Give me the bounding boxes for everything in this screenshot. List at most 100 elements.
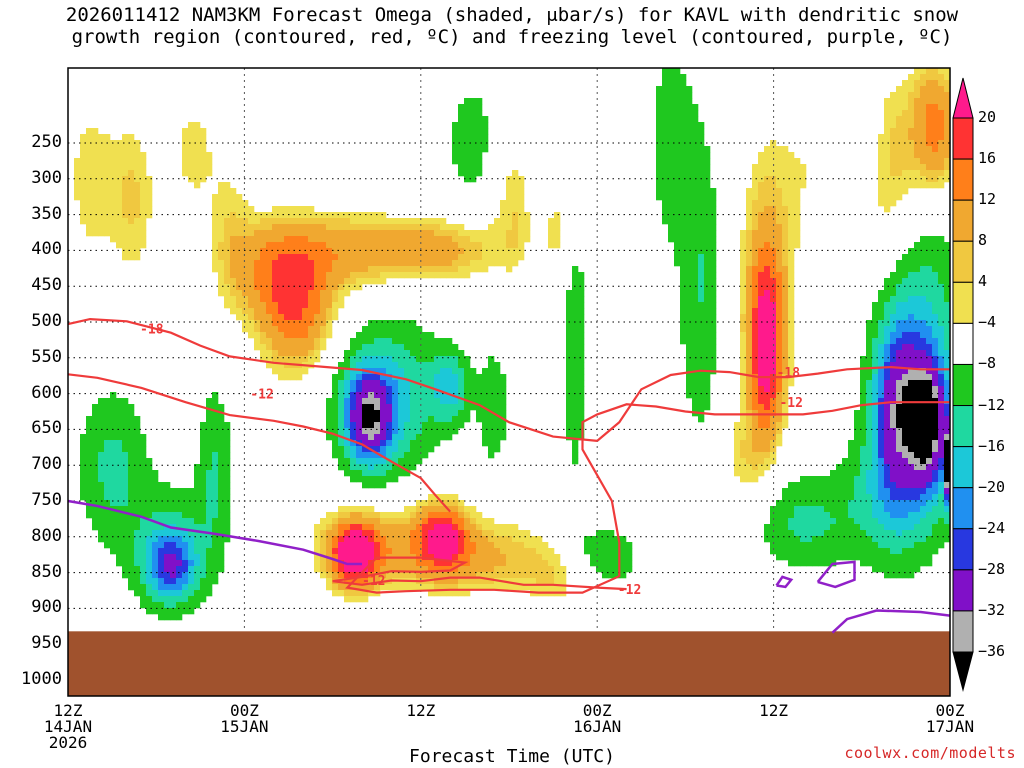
omega-cell xyxy=(782,290,789,297)
omega-cell xyxy=(542,542,549,549)
omega-cell xyxy=(368,332,375,339)
omega-cell xyxy=(836,494,843,501)
omega-cell xyxy=(332,374,339,381)
omega-cell xyxy=(752,242,759,249)
omega-cell xyxy=(296,248,303,255)
omega-cell xyxy=(884,356,891,363)
omega-cell xyxy=(80,212,87,219)
omega-cell xyxy=(350,266,357,273)
omega-cell xyxy=(938,434,945,441)
omega-cell xyxy=(110,470,117,477)
omega-cell xyxy=(692,146,699,153)
omega-cell xyxy=(782,518,789,525)
omega-cell xyxy=(170,584,177,591)
omega-cell xyxy=(476,386,483,393)
omega-cell xyxy=(704,278,711,285)
omega-cell xyxy=(710,218,717,225)
omega-cell xyxy=(764,440,771,447)
omega-cell xyxy=(518,554,525,561)
omega-cell xyxy=(758,404,765,411)
omega-cell xyxy=(782,176,789,183)
omega-cell xyxy=(878,152,885,159)
omega-cell xyxy=(812,518,819,525)
omega-cell xyxy=(404,386,411,393)
omega-cell xyxy=(482,440,489,447)
omega-cell xyxy=(362,392,369,399)
omega-cell xyxy=(926,512,933,519)
omega-cell xyxy=(476,404,483,411)
omega-cell xyxy=(578,392,585,399)
omega-cell xyxy=(572,374,579,381)
omega-cell xyxy=(806,524,813,531)
omega-cell xyxy=(890,152,897,159)
omega-cell xyxy=(326,410,333,417)
omega-cell xyxy=(734,458,741,465)
omega-cell xyxy=(896,290,903,297)
omega-cell xyxy=(206,410,213,417)
omega-cell xyxy=(446,260,453,267)
omega-cell xyxy=(764,458,771,465)
omega-cell xyxy=(764,386,771,393)
omega-cell xyxy=(800,182,807,189)
omega-cell xyxy=(272,260,279,267)
omega-cell xyxy=(482,428,489,435)
omega-cell xyxy=(662,92,669,99)
omega-cell xyxy=(872,434,879,441)
omega-cell xyxy=(476,248,483,255)
omega-cell xyxy=(254,302,261,309)
omega-cell xyxy=(362,212,369,219)
omega-cell xyxy=(230,296,237,303)
omega-cell xyxy=(98,536,105,543)
omega-cell xyxy=(116,530,123,537)
omega-cell xyxy=(98,500,105,507)
omega-cell xyxy=(362,362,369,369)
omega-cell xyxy=(506,236,513,243)
omega-cell xyxy=(494,440,501,447)
omega-cell xyxy=(92,476,99,483)
omega-cell xyxy=(410,218,417,225)
omega-cell xyxy=(134,554,141,561)
omega-cell xyxy=(500,428,507,435)
omega-cell xyxy=(308,278,315,285)
omega-cell xyxy=(272,224,279,231)
omega-cell xyxy=(932,272,939,279)
omega-cell xyxy=(362,350,369,357)
omega-cell xyxy=(200,572,207,579)
omega-cell xyxy=(128,536,135,543)
omega-cell xyxy=(470,386,477,393)
omega-cell xyxy=(452,518,459,525)
omega-cell xyxy=(440,398,447,405)
omega-cell xyxy=(836,476,843,483)
omega-cell xyxy=(596,536,603,543)
omega-cell xyxy=(416,260,423,267)
omega-cell xyxy=(146,212,153,219)
omega-cell xyxy=(278,308,285,315)
omega-cell xyxy=(482,386,489,393)
omega-cell xyxy=(746,224,753,231)
omega-cell xyxy=(932,164,939,171)
omega-cell xyxy=(416,434,423,441)
omega-cell xyxy=(362,374,369,381)
omega-cell xyxy=(188,512,195,519)
omega-cell xyxy=(86,416,93,423)
omega-cell xyxy=(464,386,471,393)
omega-cell xyxy=(116,146,123,153)
omega-cell xyxy=(86,230,93,237)
omega-cell xyxy=(662,206,669,213)
omega-cell xyxy=(386,434,393,441)
omega-cell xyxy=(92,440,99,447)
omega-cell xyxy=(914,494,921,501)
omega-cell xyxy=(506,218,513,225)
omega-cell xyxy=(746,368,753,375)
omega-cell xyxy=(530,560,537,567)
omega-cell xyxy=(434,392,441,399)
omega-cell xyxy=(260,320,267,327)
omega-cell xyxy=(404,254,411,261)
omega-cell xyxy=(410,518,417,525)
omega-cell xyxy=(236,254,243,261)
omega-cell xyxy=(374,380,381,387)
omega-cell xyxy=(920,548,927,555)
omega-cell xyxy=(704,188,711,195)
omega-cell xyxy=(260,350,267,357)
omega-cell xyxy=(758,434,765,441)
